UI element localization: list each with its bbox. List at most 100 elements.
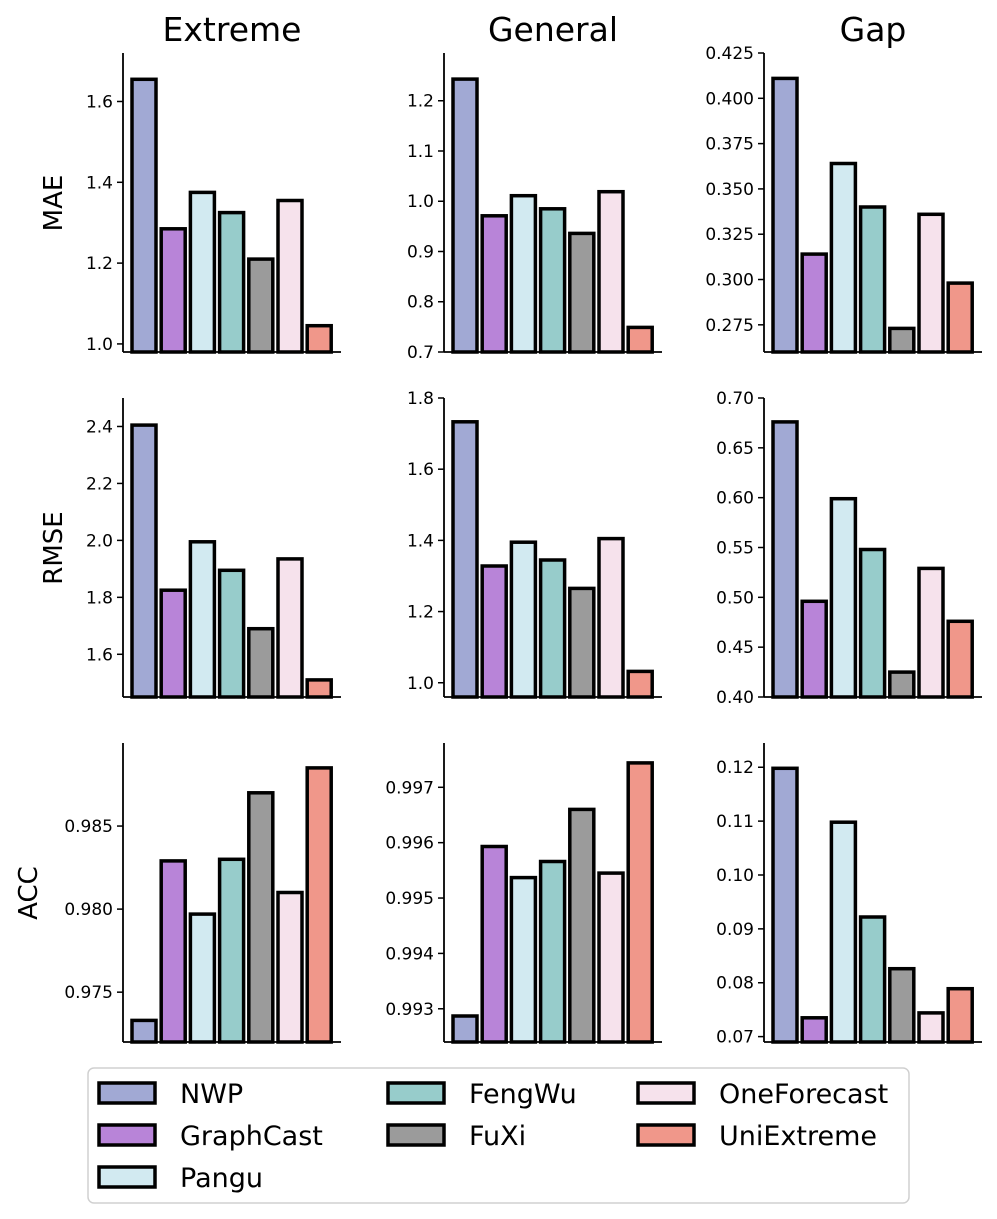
tick-label-gap-rmse-0-45: 0.45: [716, 638, 754, 658]
tick-label-general-rmse-1-6: 1.6: [407, 460, 434, 480]
bar-extreme-rmse-oneforecast: [276, 557, 304, 699]
panel-gap-mae: 0.275 0.300 0.325 0.350 0.375 0.400 0.425: [705, 44, 982, 354]
bar-general-rmse-fengwu: [538, 558, 567, 699]
bar-general-acc-nwp: [451, 1014, 479, 1044]
bar-extreme-mae-nwp: [130, 77, 158, 354]
bar-gap-acc-fengwu: [858, 915, 887, 1044]
bar-general-mae-uniextreme: [626, 325, 654, 354]
legend-label-pangu: Pangu: [180, 1163, 263, 1194]
tick-label-gap-rmse-0-4: 0.40: [716, 688, 754, 708]
bar-gap-mae-fuxi: [888, 326, 916, 354]
bar-gap-rmse-uniextreme: [946, 619, 974, 699]
bar-extreme-acc-pangu: [188, 912, 217, 1044]
bar-extreme-acc-graphcast: [159, 859, 187, 1044]
bar-gap-mae-fengwu: [858, 205, 887, 354]
bar-extreme-rmse-pangu: [188, 540, 217, 699]
tick-label-extreme-acc-0-975: 0.975: [64, 983, 113, 1003]
tick-label-general-acc-0-995: 0.995: [385, 889, 434, 909]
tick-label-extreme-rmse-1-8: 1.8: [86, 588, 113, 608]
tick-label-general-rmse-1-8: 1.8: [407, 389, 434, 409]
tick-label-general-mae-1-1: 1.1: [407, 142, 434, 162]
panel-gap-rmse: 0.40 0.45 0.50 0.55 0.60 0.65 0.70: [716, 389, 982, 708]
bar-gap-rmse-fengwu: [858, 547, 887, 699]
tick-label-extreme-acc-0-985: 0.985: [64, 817, 113, 837]
bar-general-rmse-pangu: [509, 540, 538, 699]
tick-label-gap-rmse-0-7: 0.70: [716, 389, 754, 409]
tick-label-extreme-acc-0-98: 0.980: [64, 900, 113, 920]
tick-label-general-acc-0-997: 0.997: [385, 778, 434, 798]
legend-entry-graphcast: GraphCast: [97, 1121, 323, 1152]
tick-label-gap-mae-0-3: 0.300: [705, 271, 754, 291]
bar-gap-acc-graphcast: [800, 1016, 828, 1044]
tick-label-gap-mae-0-375: 0.375: [705, 135, 754, 155]
tick-label-gap-rmse-0-6: 0.60: [716, 489, 754, 509]
legend-swatch-fengwu: [386, 1081, 446, 1105]
tick-label-gap-acc-0-12: 0.12: [716, 758, 754, 778]
bar-extreme-mae-uniextreme: [305, 323, 333, 354]
tick-label-gap-acc-0-11: 0.11: [716, 812, 754, 832]
bar-gap-acc-pangu: [829, 820, 858, 1044]
panels: 1.0 1.2 1.4 1.6 0.7 0.8 0.9 1.0 1.1 1.2 0.275 0.300…: [64, 44, 982, 1048]
legend-label-uniextreme: UniExtreme: [719, 1121, 877, 1152]
tick-label-general-mae-0-9: 0.9: [407, 242, 434, 262]
tick-label-general-mae-0-8: 0.8: [407, 293, 434, 313]
bar-extreme-rmse-graphcast: [159, 588, 187, 699]
legend-label-graphcast: GraphCast: [180, 1121, 323, 1152]
row-label-rmse: RMSE: [39, 511, 69, 584]
tick-label-extreme-mae-1-4: 1.4: [86, 173, 113, 193]
tick-label-gap-rmse-0-5: 0.50: [716, 588, 754, 608]
tick-label-extreme-rmse-2-2: 2.2: [86, 474, 113, 494]
tick-label-extreme-mae-1-6: 1.6: [86, 92, 113, 112]
tick-label-gap-mae-0-35: 0.350: [705, 180, 754, 200]
bar-extreme-acc-uniextreme: [305, 766, 333, 1044]
tick-label-gap-acc-0-07: 0.07: [716, 1028, 754, 1048]
bar-extreme-rmse-fuxi: [247, 626, 275, 699]
bar-general-acc-pangu: [509, 875, 538, 1044]
bar-gap-acc-oneforecast: [917, 1011, 945, 1044]
bar-extreme-acc-fengwu: [217, 857, 246, 1044]
bar-extreme-mae-fuxi: [247, 257, 275, 354]
tick-label-general-rmse-1-2: 1.2: [407, 603, 434, 623]
bar-gap-mae-oneforecast: [917, 212, 945, 354]
bar-gap-mae-graphcast: [800, 252, 828, 354]
bar-extreme-mae-pangu: [188, 190, 217, 354]
panel-general-acc: 0.993 0.994 0.995 0.996 0.997: [385, 743, 662, 1044]
tick-label-gap-mae-0-4: 0.400: [705, 89, 754, 109]
bar-general-mae-fuxi: [568, 231, 596, 354]
bar-general-mae-pangu: [509, 193, 538, 354]
column-title-gap: Gap: [840, 10, 907, 49]
bar-extreme-acc-oneforecast: [276, 890, 304, 1044]
bar-gap-rmse-graphcast: [800, 599, 828, 699]
legend-entry-uniextreme: UniExtreme: [636, 1121, 877, 1152]
bar-extreme-rmse-fengwu: [217, 568, 246, 699]
panel-extreme-mae: 1.0 1.2 1.4 1.6: [86, 53, 341, 355]
legend-entry-fuxi: FuXi: [386, 1121, 526, 1152]
tick-label-general-mae-0-7: 0.7: [407, 343, 434, 363]
tick-label-gap-acc-0-09: 0.09: [716, 920, 754, 940]
bar-extreme-acc-fuxi: [247, 791, 275, 1044]
tick-label-extreme-rmse-2-4: 2.4: [86, 417, 113, 437]
legend-swatch-oneforecast: [636, 1081, 696, 1105]
bar-gap-mae-uniextreme: [946, 281, 974, 354]
row-label-acc: ACC: [14, 866, 44, 920]
tick-label-extreme-mae-1-2: 1.2: [86, 254, 113, 274]
bar-general-rmse-nwp: [451, 420, 479, 699]
panel-general-mae: 0.7 0.8 0.9 1.0 1.1 1.2: [407, 53, 662, 363]
bar-gap-rmse-oneforecast: [917, 566, 945, 699]
legend-swatch-uniextreme: [636, 1123, 696, 1147]
tick-label-gap-rmse-0-55: 0.55: [716, 539, 754, 559]
tick-label-gap-mae-0-325: 0.325: [705, 225, 754, 245]
bar-general-mae-oneforecast: [597, 189, 625, 354]
bar-gap-acc-nwp: [771, 766, 799, 1044]
legend-swatch-fuxi: [386, 1123, 446, 1147]
bar-general-mae-graphcast: [480, 214, 508, 354]
panel-extreme-rmse: 1.6 1.8 2.0 2.2 2.4: [86, 398, 341, 699]
row-label-mae: MAE: [39, 175, 69, 232]
bar-gap-rmse-nwp: [771, 420, 799, 699]
bar-general-acc-graphcast: [480, 844, 508, 1044]
legend-entry-oneforecast: OneForecast: [636, 1079, 888, 1110]
bar-gap-mae-pangu: [829, 161, 858, 354]
tick-label-general-rmse-1: 1.0: [407, 674, 434, 694]
tick-label-general-acc-0-993: 0.993: [385, 1000, 434, 1020]
